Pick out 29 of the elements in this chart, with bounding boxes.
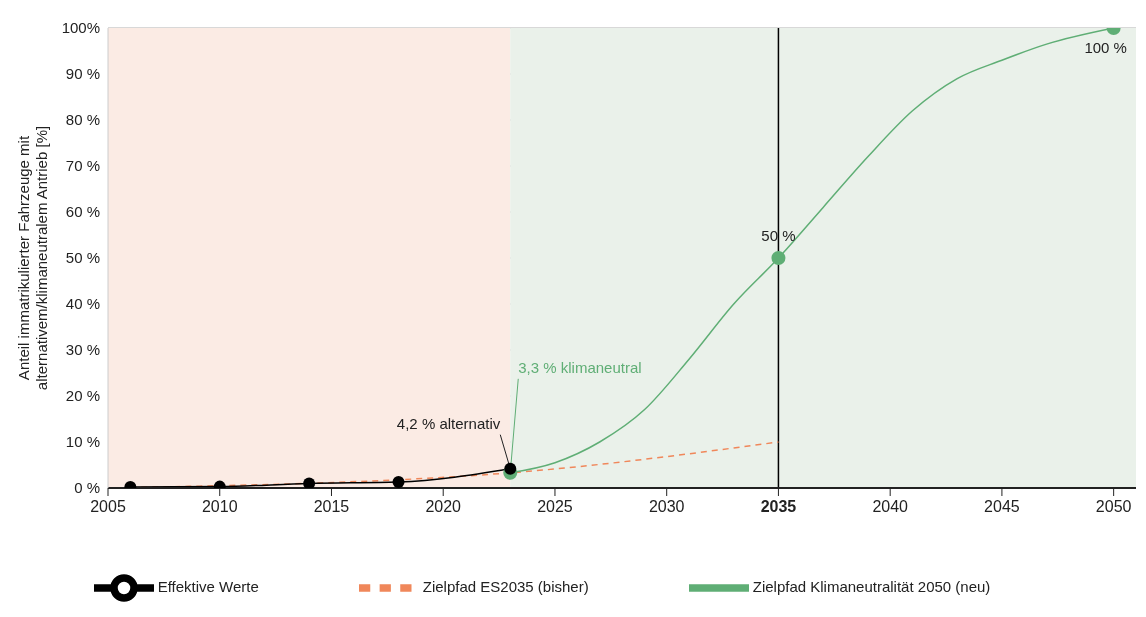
y-tick-label: 40 % — [65, 295, 100, 313]
x-tick-label: 2010 — [201, 498, 238, 515]
x-tick-label: 2045 — [984, 498, 1020, 515]
data-label: 100 % — [1084, 39, 1127, 57]
x-tick-label: 2025 — [537, 498, 573, 515]
y-tick-label: 100% — [61, 19, 100, 37]
x-tick-label: 2050 — [1095, 498, 1132, 515]
x-tick-label: 2030 — [648, 498, 685, 515]
legend-label: Zielpfad ES2035 (bisher) — [422, 577, 589, 595]
y-tick-label: 60 % — [65, 203, 100, 221]
y-tick-label: 30 % — [65, 341, 100, 359]
x-tick-label: 2015 — [313, 498, 350, 515]
y-axis-title: Anteil immatrikulierter Fahrzeuge mit alternativem/klimaneutralem Antrieb [%] — [15, 125, 50, 391]
y-tick-label: 10 % — [65, 433, 100, 451]
x-tick-label: 2020 — [425, 498, 462, 515]
legend-label: Zielpfad Klimaneutralität 2050 (neu) — [752, 577, 991, 595]
x-tick-label: 2035 — [760, 498, 797, 515]
data-label: 50 % — [761, 227, 796, 245]
y-tick-label: 20 % — [65, 387, 100, 405]
y-tick-label: 50 % — [65, 249, 100, 267]
x-tick-label: 2040 — [872, 498, 909, 515]
y-tick-label: 0 % — [74, 479, 100, 497]
annotation: 3,3 % klimaneutral — [518, 358, 642, 376]
annotation: 4,2 % alternativ — [396, 414, 501, 432]
y-tick-label: 70 % — [65, 157, 100, 175]
y-tick-label: 90 % — [65, 65, 100, 83]
x-tick-label: 2005 — [90, 498, 126, 515]
y-tick-label: 80 % — [65, 111, 100, 129]
legend-label: Effektive Werte — [157, 577, 259, 595]
